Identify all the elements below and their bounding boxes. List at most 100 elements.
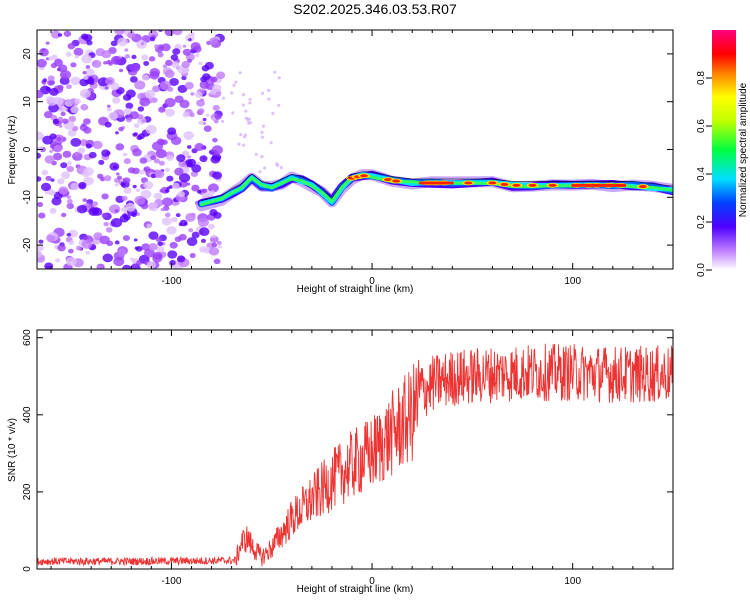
noise-blob: [59, 70, 72, 80]
noise-blob: [122, 177, 131, 184]
noise-blob: [162, 197, 173, 207]
noise-blob: [150, 97, 158, 104]
noise-blob: [132, 148, 142, 157]
noise-blob: [191, 184, 200, 192]
noise-blob: [80, 33, 89, 40]
noise-blob: [110, 55, 122, 65]
noise-blob: [82, 170, 90, 178]
noise-blob: [197, 217, 210, 227]
noise-blob: [74, 54, 80, 59]
noise-blob: [81, 123, 86, 127]
noise-blob: [183, 222, 188, 226]
noise-blob: [44, 155, 55, 164]
noise-blob: [115, 131, 119, 135]
noise-blob: [214, 113, 222, 120]
noise-blob: [165, 167, 170, 172]
noise-blob: [131, 54, 137, 60]
noise-blob: [99, 235, 110, 245]
noise-blob: [178, 173, 191, 183]
noise-blob: [148, 231, 159, 240]
noise-blob: [85, 143, 92, 149]
noise-blob: [198, 227, 210, 237]
noise-blob: [127, 167, 136, 174]
noise-blob: [182, 150, 190, 157]
noise-blob: [182, 44, 187, 48]
heatmap-x-axis-label: Height of straight line (km): [297, 284, 414, 295]
snr-x-tick-label: -100: [161, 576, 181, 587]
noise-blob: [45, 86, 51, 92]
noise-blob: [103, 175, 112, 182]
noise-blob: [139, 97, 151, 107]
noise-blob: [48, 79, 56, 85]
noise-blob: [146, 261, 156, 269]
noise-blob: [127, 31, 136, 39]
noise-blob: [38, 212, 46, 219]
noise-blob: [48, 189, 56, 196]
noise-blob: [248, 121, 253, 125]
noise-blob: [101, 149, 111, 157]
noise-blob: [129, 111, 140, 120]
noise-blob: [117, 248, 127, 256]
noise-blob: [211, 234, 216, 239]
noise-blob: [267, 88, 271, 92]
noise-blob: [63, 30, 72, 37]
noise-blob: [237, 142, 241, 146]
noise-blob: [77, 147, 86, 154]
noise-blob: [164, 69, 175, 79]
noise-blob: [149, 37, 155, 42]
noise-blob: [37, 131, 44, 141]
noise-blob: [239, 133, 243, 137]
noise-blob: [140, 42, 145, 46]
noise-blob: [200, 76, 208, 83]
noise-blob: [48, 56, 54, 61]
noise-blob: [150, 173, 157, 179]
noise-blob: [85, 68, 95, 77]
noise-blob: [123, 187, 132, 194]
noise-blob: [86, 204, 91, 209]
noise-blob: [267, 97, 271, 101]
snr-y-tick-label: 600: [22, 329, 33, 346]
ridge-hotspot-core: [500, 182, 509, 186]
noise-blob: [248, 101, 252, 105]
noise-blob: [83, 75, 89, 80]
noise-blob: [81, 239, 93, 249]
noise-blob: [151, 141, 164, 151]
heatmap-y-tick-label: 0: [22, 146, 33, 152]
noise-blob: [153, 192, 163, 200]
noise-blob: [105, 227, 113, 233]
noise-blob: [254, 152, 258, 156]
noise-blob: [68, 115, 77, 123]
noise-blob: [169, 241, 178, 249]
noise-blob: [110, 82, 120, 91]
noise-blob: [123, 158, 131, 165]
heatmap-layer: [37, 30, 673, 269]
noise-blob: [130, 257, 134, 261]
noise-blob: [161, 139, 168, 145]
noise-blob: [242, 135, 247, 139]
noise-blob: [260, 135, 264, 139]
noise-blob: [182, 111, 190, 118]
noise-blob: [67, 248, 74, 254]
colorbar: [712, 30, 736, 270]
noise-blob: [141, 54, 149, 61]
noise-blob: [171, 182, 180, 190]
noise-blob: [161, 217, 172, 226]
noise-blob: [187, 145, 192, 149]
noise-blob: [108, 111, 118, 121]
noise-blob: [118, 68, 124, 73]
heatmap-y-tick-label: 10: [22, 96, 33, 108]
noise-blob: [57, 33, 63, 37]
noise-blob: [164, 212, 171, 218]
noise-blob: [49, 207, 57, 214]
noise-blob: [248, 97, 252, 101]
noise-blob: [124, 48, 129, 52]
noise-blob: [169, 77, 179, 86]
noise-blob: [78, 181, 87, 189]
noise-blob: [60, 171, 71, 180]
colorbar-tick-label: 0.0: [696, 263, 707, 277]
noise-blob: [97, 173, 104, 179]
noise-blob: [115, 172, 120, 176]
noise-blob: [124, 54, 131, 59]
noise-blob: [217, 244, 222, 249]
